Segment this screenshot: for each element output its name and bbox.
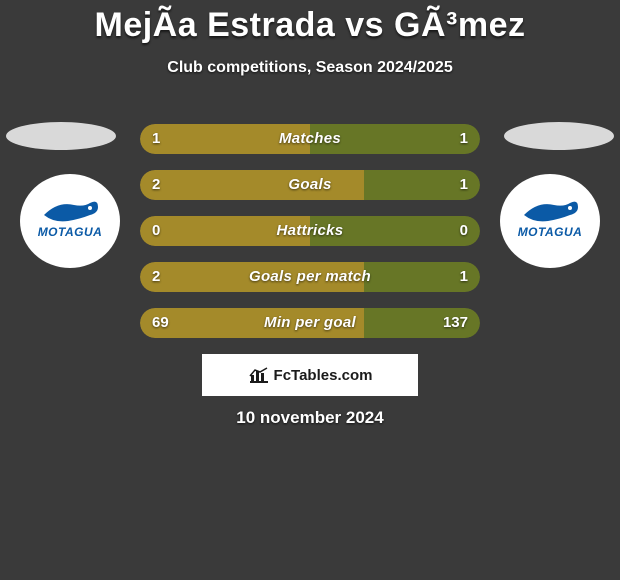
stat-value-right: 1	[460, 262, 468, 292]
attribution-box: FcTables.com	[202, 354, 418, 396]
stat-row: 0 0 Hattricks	[140, 216, 480, 246]
eagle-icon	[40, 199, 100, 225]
left-club-badge: MOTAGUA	[20, 174, 120, 268]
right-ellipse-shadow	[504, 122, 614, 150]
right-club-name: MOTAGUA	[518, 225, 583, 239]
left-ellipse-shadow	[6, 122, 116, 150]
stat-value-left: 0	[152, 216, 160, 246]
stat-bars: 1 1 Matches 2 1 Goals 0 0 Hattricks 2 1 Goals per m…	[140, 124, 480, 354]
stat-label: Matches	[279, 124, 341, 154]
stat-label: Goals per match	[249, 262, 371, 292]
stat-value-left: 2	[152, 262, 160, 292]
stat-value-left: 69	[152, 308, 169, 338]
eagle-icon	[520, 199, 580, 225]
page-subtitle: Club competitions, Season 2024/2025	[0, 59, 620, 77]
page-title: MejÃ­a Estrada vs GÃ³mez	[0, 0, 620, 45]
stat-row: 1 1 Matches	[140, 124, 480, 154]
comparison-infographic: MejÃ­a Estrada vs GÃ³mez Club competitio…	[0, 0, 620, 580]
right-club-badge: MOTAGUA	[500, 174, 600, 268]
stat-value-right: 1	[460, 124, 468, 154]
stat-row: 69 137 Min per goal	[140, 308, 480, 338]
stat-value-right: 1	[460, 170, 468, 200]
stat-value-right: 137	[443, 308, 468, 338]
chart-icon	[248, 366, 270, 384]
date-text: 10 november 2024	[0, 408, 620, 428]
stat-label: Goals	[288, 170, 331, 200]
stat-value-left: 2	[152, 170, 160, 200]
stat-row: 2 1 Goals	[140, 170, 480, 200]
stat-value-left: 1	[152, 124, 160, 154]
stat-row: 2 1 Goals per match	[140, 262, 480, 292]
attribution-text: FcTables.com	[274, 367, 373, 384]
stat-label: Hattricks	[277, 216, 344, 246]
stat-value-right: 0	[460, 216, 468, 246]
stat-label: Min per goal	[264, 308, 356, 338]
left-club-name: MOTAGUA	[38, 225, 103, 239]
